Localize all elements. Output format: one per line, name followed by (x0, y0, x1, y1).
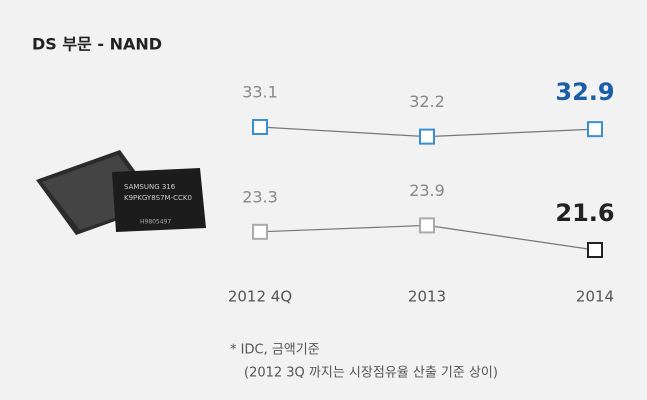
data-label: 33.1 (242, 83, 278, 102)
marker (252, 223, 268, 240)
chip-text: K9PKGY8S7M-CCK0 (124, 194, 192, 202)
data-label: 32.9 (555, 78, 614, 106)
data-label: 21.6 (555, 199, 614, 227)
marker (587, 121, 603, 138)
chip-text: SAMSUNG 316 (124, 183, 176, 191)
x-tick-label: 2012 4Q (228, 288, 292, 306)
chart-title: DS 부문 - NAND (32, 35, 162, 54)
marker (252, 119, 268, 135)
data-label: 32.2 (409, 92, 445, 111)
marker (419, 217, 435, 234)
x-tick-label: 2013 (408, 288, 446, 306)
chip-text: H9805497 (140, 219, 171, 226)
marker (587, 242, 603, 258)
marker (419, 128, 435, 145)
footnote: * IDC, 금액기준 (230, 343, 320, 358)
footnote: (2012 3Q 까지는 시장점유율 산출 기준 상이) (244, 366, 498, 381)
data-label: 23.9 (409, 181, 445, 200)
chip-image: SAMSUNG 316 K9PKGY8S7M-CCK0 H9805497 (36, 150, 206, 235)
data-label: 23.3 (242, 187, 278, 206)
x-tick-label: 2014 (576, 288, 614, 306)
